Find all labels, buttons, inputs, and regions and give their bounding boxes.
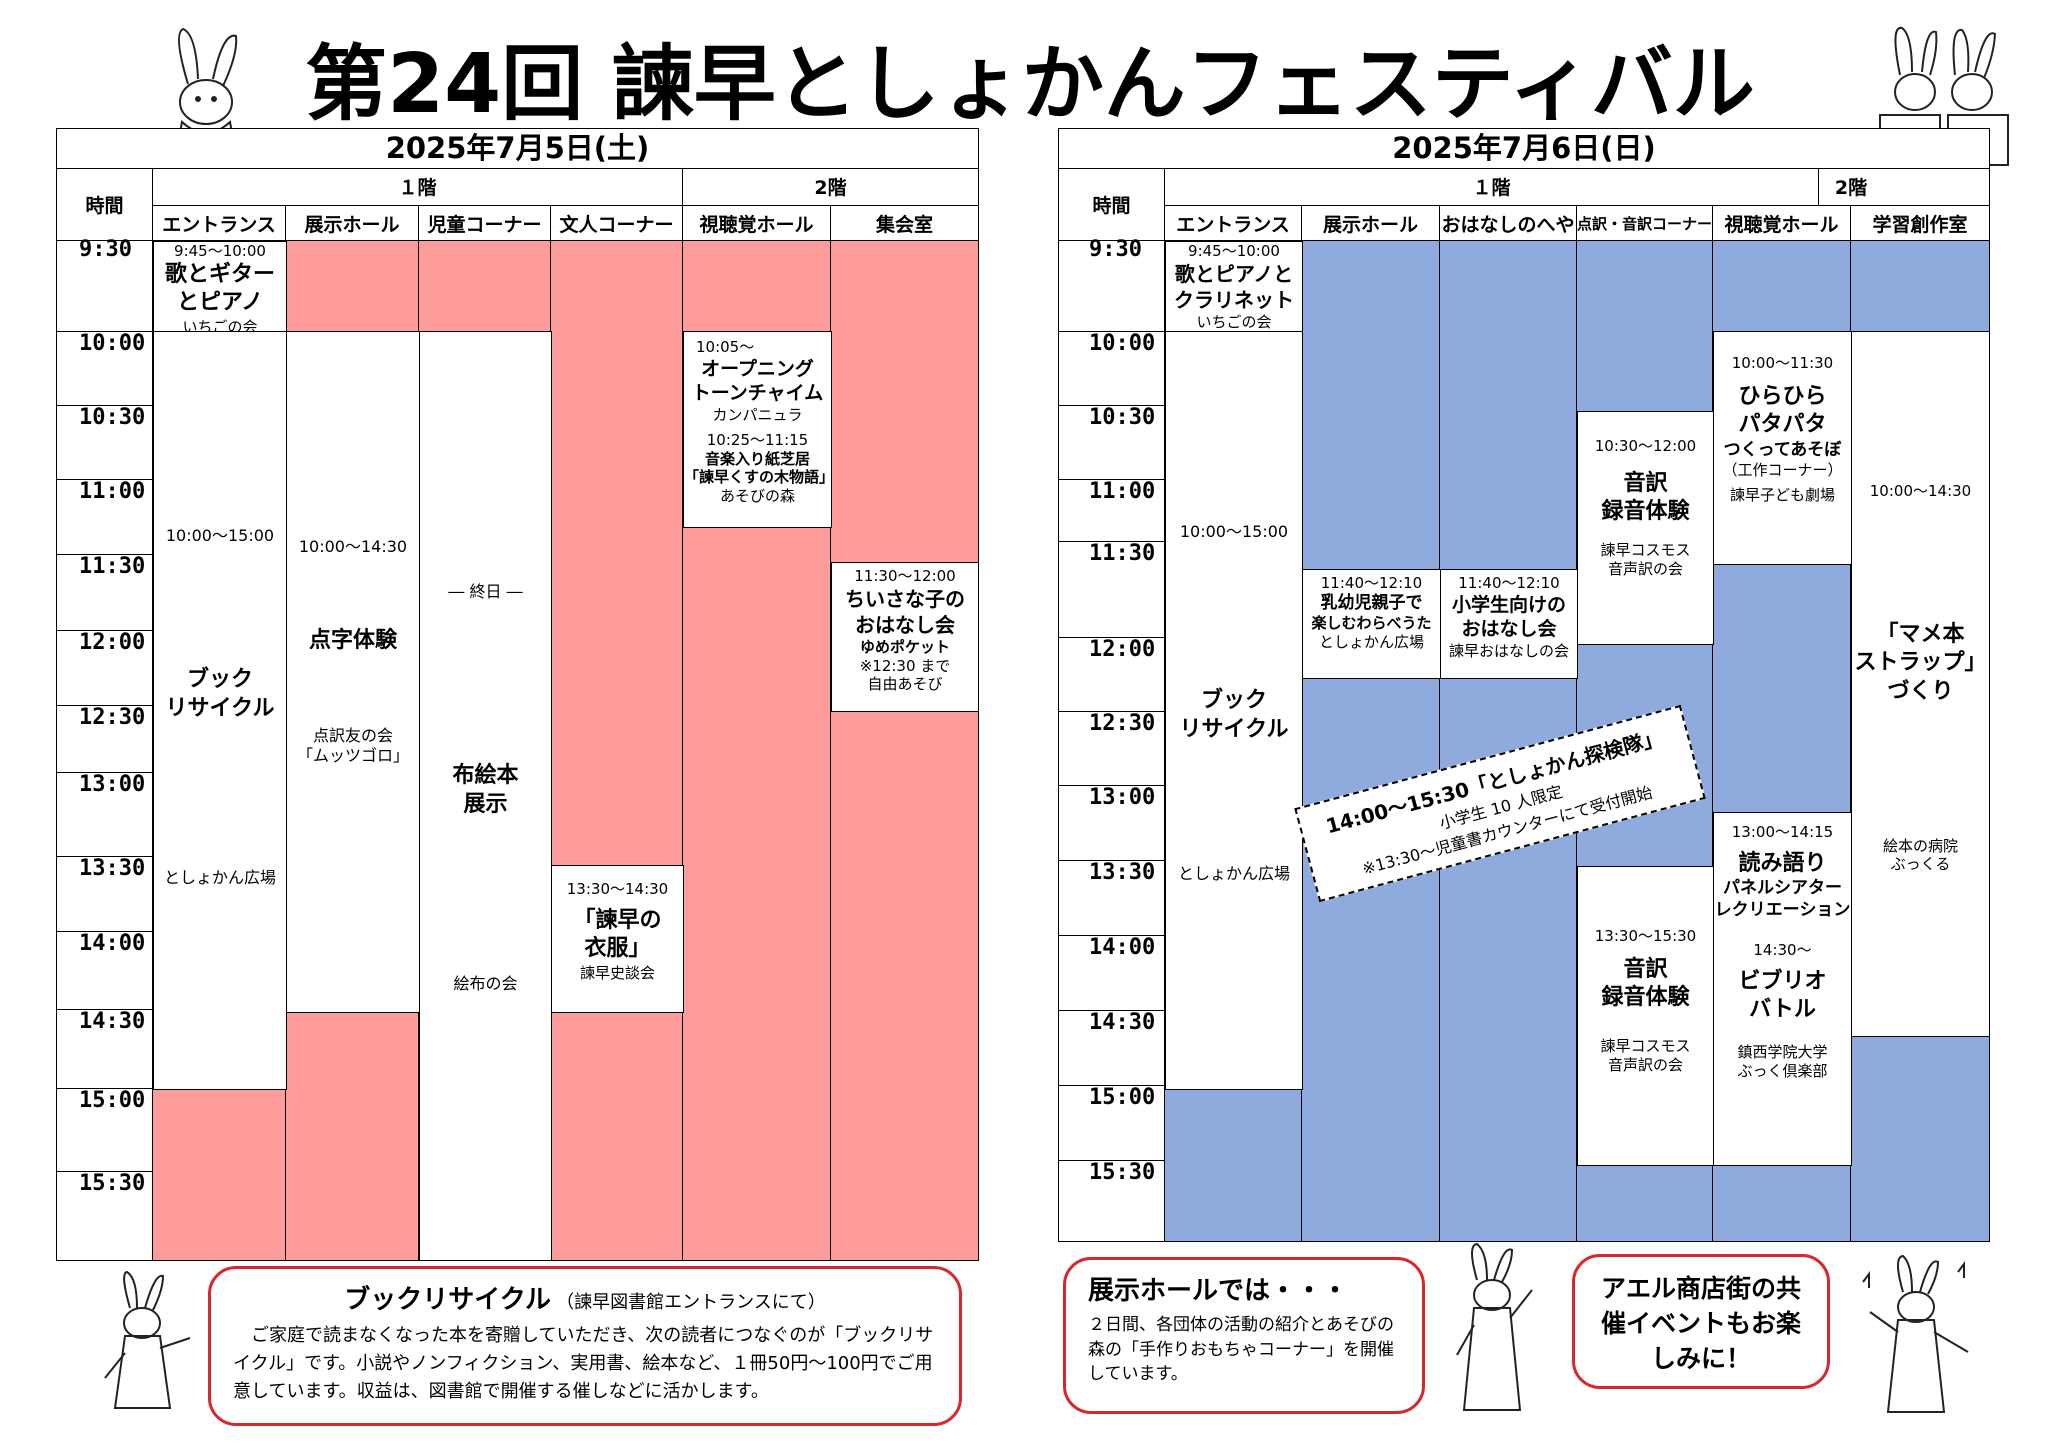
time-label: 13:00 xyxy=(79,772,146,797)
column-area xyxy=(551,241,683,1260)
time-label: 10:00 xyxy=(1089,331,1156,356)
event-book-recycle: 10:00～15:00 ブック リサイクル としょかん広場 xyxy=(1165,331,1303,1090)
col-header: おはなしのへや xyxy=(1440,206,1577,241)
event-audio-recording-am: 10:30～12:00 音訳 録音体験 諫早コスモス 音声訳の会 xyxy=(1577,411,1714,645)
col-header: 集会室 xyxy=(831,206,978,241)
time-label: 12:00 xyxy=(1089,637,1156,662)
event-audio-recording-pm: 13:30～15:30 音訳 録音体験 諫早コスモス 音声訳の会 xyxy=(1577,866,1714,1166)
event-panel-theater-bibliobattle: 13:00～14:15 読み語り パネルシアター レクリエーション 14:30～… xyxy=(1713,812,1852,1166)
time-column: 9:30 10:00 10:30 11:00 11:30 12:00 12:30… xyxy=(57,237,153,1260)
time-label: 13:30 xyxy=(79,856,146,881)
col-header: 展示ホール xyxy=(286,206,419,241)
time-header: 時間 xyxy=(57,168,153,241)
time-label: 11:00 xyxy=(79,479,146,504)
date-day2: 2025年7月6日(日) xyxy=(1059,129,1989,169)
time-header: 時間 xyxy=(1059,168,1165,241)
event-song-guitar-piano: 9:45～10:00 歌とギター とピアノ いちごの会 xyxy=(153,241,287,332)
col-header: 視聴覚ホール xyxy=(683,206,831,241)
floor1-header: １階 xyxy=(153,168,683,206)
time-label: 9:30 xyxy=(1089,237,1142,262)
rabbit-illustration xyxy=(104,1270,191,1409)
recycle-title: ブックリサイクル xyxy=(344,1285,551,1315)
time-label: 15:00 xyxy=(79,1088,146,1113)
event-braille: 10:00～14:30 点字体験 点訳友の会 「ムッツゴロ」 xyxy=(286,331,420,1013)
event-warabeuta: 11:40～12:10 乳幼児親子で 楽しむわらべうた としょかん広場 xyxy=(1302,569,1441,679)
time-label: 12:30 xyxy=(79,705,146,730)
event-small-kids-storytime: 11:30～12:00 ちいさな子の おはなし会 ゆめポケット ※12:30 ま… xyxy=(831,562,978,712)
time-label: 12:00 xyxy=(79,630,146,655)
rabbit-illustration xyxy=(1456,1242,1533,1411)
schedule-day2: 2025年7月6日(日) １階 2階 時間 エントランス 展示ホール おはなしの… xyxy=(1058,128,1990,1242)
col-header: 視聴覚ホール xyxy=(1713,206,1851,241)
event-song-piano-clarinet: 9:45～10:00 歌とピアノと クラリネット いちごの会 xyxy=(1165,241,1303,333)
time-label: 11:30 xyxy=(1089,541,1156,566)
floor1-header: １階 xyxy=(1165,168,1819,206)
time-label: 11:00 xyxy=(1089,479,1156,504)
time-label: 14:00 xyxy=(1089,935,1156,960)
time-label: 15:30 xyxy=(79,1171,146,1196)
recycle-subtitle: （諫早図書館エントランスにて） xyxy=(556,1292,826,1313)
book-recycle-note: ブックリサイクル （諫早図書館エントランスにて） ご家庭で読まなくなった本を寄贈… xyxy=(208,1266,962,1426)
time-label: 9:30 xyxy=(79,237,132,262)
recycle-body: ご家庭で読まなくなった本を寄贈していただき、次の読者につなぐのが「ブックリサイク… xyxy=(233,1325,934,1402)
event-isahaya-clothing: 13:30～14:30 「諫早の 衣服」 諫早史談会 xyxy=(551,865,684,1013)
col-header: エントランス xyxy=(153,206,286,241)
event-craft-corner: 10:00～11:30 ひらひら パタパタ つくってあそぼ （工作コーナー） 諫… xyxy=(1713,331,1852,565)
page-title: 第24回 諫早としょかんフェスティバル xyxy=(305,37,1755,132)
event-opening-tonechime: 10:05～ オープニング トーンチャイム カンパニュラ 10:25～11:15… xyxy=(683,331,832,528)
time-label: 15:00 xyxy=(1089,1085,1156,1110)
hall-title: 展示ホールでは・・・ xyxy=(1088,1276,1349,1306)
exhibition-hall-note: 展示ホールでは・・・ ２日間、各団体の活動の紹介とあそびの森の「手作りおもちゃコ… xyxy=(1063,1257,1425,1414)
time-label: 10:00 xyxy=(79,331,146,356)
time-label: 14:00 xyxy=(79,931,146,956)
time-column: 9:30 10:00 10:30 11:00 11:30 12:00 12:30… xyxy=(1059,237,1165,1241)
column-area xyxy=(831,241,978,1260)
event-book-recycle: 10:00～15:00 ブック リサイクル としょかん広場 xyxy=(153,331,287,1090)
aeru-text: アエル商店街の共催イベントもお楽しみに！ xyxy=(1600,1274,1801,1373)
hall-body: ２日間、各団体の活動の紹介とあそびの森の「手作りおもちゃコーナー」を開催していま… xyxy=(1088,1315,1394,1385)
time-label: 11:30 xyxy=(79,554,146,579)
time-label: 12:30 xyxy=(1089,711,1156,736)
time-label: 14:30 xyxy=(79,1009,146,1034)
col-header: 学習創作室 xyxy=(1851,206,1989,241)
event-mame-book-strap: 10:00～14:30 「マメ本 ストラップ」 づくり 絵本の病院 ぶっくる xyxy=(1851,331,1989,1037)
time-label: 15:30 xyxy=(1089,1160,1156,1185)
event-elementary-storytime: 11:40～12:10 小学生向けの おはなし会 諫早おはなしの会 xyxy=(1440,569,1578,679)
floor2-header: 2階 xyxy=(683,168,978,206)
time-label: 13:00 xyxy=(1089,785,1156,810)
schedule-day1: 2025年7月5日(土) １階 2階 時間 エントランス 展示ホール 児童コーナ… xyxy=(56,128,979,1261)
time-label: 10:30 xyxy=(1089,405,1156,430)
time-label: 14:30 xyxy=(1089,1010,1156,1035)
date-day1: 2025年7月5日(土) xyxy=(57,129,978,169)
time-label: 13:30 xyxy=(1089,860,1156,885)
time-label: 10:30 xyxy=(79,405,146,430)
col-header: エントランス xyxy=(1165,206,1302,241)
event-cloth-picturebook: ― 終日 ― 布絵本 展示 絵布の会 xyxy=(419,331,552,1260)
col-header: 点訳・音訳コーナー xyxy=(1577,206,1713,241)
column-area xyxy=(1302,241,1440,1241)
aeru-shopping-street-note: アエル商店街の共催イベントもお楽しみに！ xyxy=(1572,1254,1830,1389)
col-header: 展示ホール xyxy=(1302,206,1440,241)
col-header: 児童コーナー xyxy=(419,206,551,241)
col-header: 文人コーナー xyxy=(551,206,683,241)
floor2-header: 2階 xyxy=(1713,168,1989,206)
rabbit-illustration xyxy=(1862,1254,1969,1413)
